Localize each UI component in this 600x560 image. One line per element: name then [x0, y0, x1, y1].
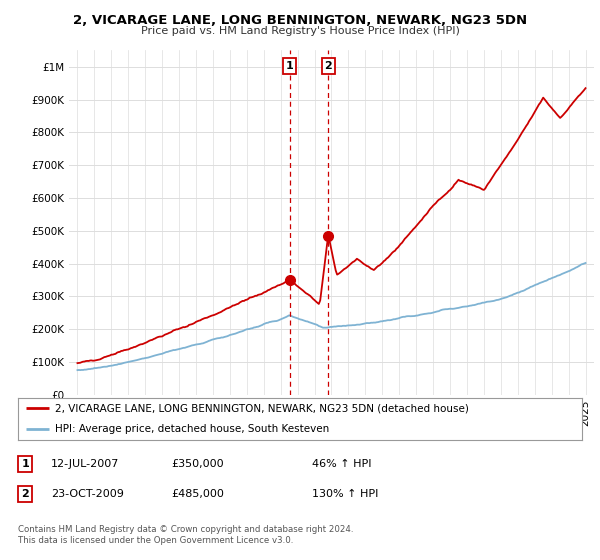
Text: 2: 2: [22, 489, 29, 499]
Text: 23-OCT-2009: 23-OCT-2009: [51, 489, 124, 499]
Text: Price paid vs. HM Land Registry's House Price Index (HPI): Price paid vs. HM Land Registry's House …: [140, 26, 460, 36]
Text: £350,000: £350,000: [171, 459, 224, 469]
Text: Contains HM Land Registry data © Crown copyright and database right 2024.
This d: Contains HM Land Registry data © Crown c…: [18, 525, 353, 545]
Text: 2: 2: [325, 60, 332, 71]
Text: 2, VICARAGE LANE, LONG BENNINGTON, NEWARK, NG23 5DN: 2, VICARAGE LANE, LONG BENNINGTON, NEWAR…: [73, 14, 527, 27]
Text: 1: 1: [22, 459, 29, 469]
Text: £485,000: £485,000: [171, 489, 224, 499]
Text: 46% ↑ HPI: 46% ↑ HPI: [312, 459, 371, 469]
Text: 2, VICARAGE LANE, LONG BENNINGTON, NEWARK, NG23 5DN (detached house): 2, VICARAGE LANE, LONG BENNINGTON, NEWAR…: [55, 403, 469, 413]
Text: HPI: Average price, detached house, South Kesteven: HPI: Average price, detached house, Sout…: [55, 424, 329, 434]
Text: 1: 1: [286, 60, 293, 71]
Text: 130% ↑ HPI: 130% ↑ HPI: [312, 489, 379, 499]
Text: 12-JUL-2007: 12-JUL-2007: [51, 459, 119, 469]
